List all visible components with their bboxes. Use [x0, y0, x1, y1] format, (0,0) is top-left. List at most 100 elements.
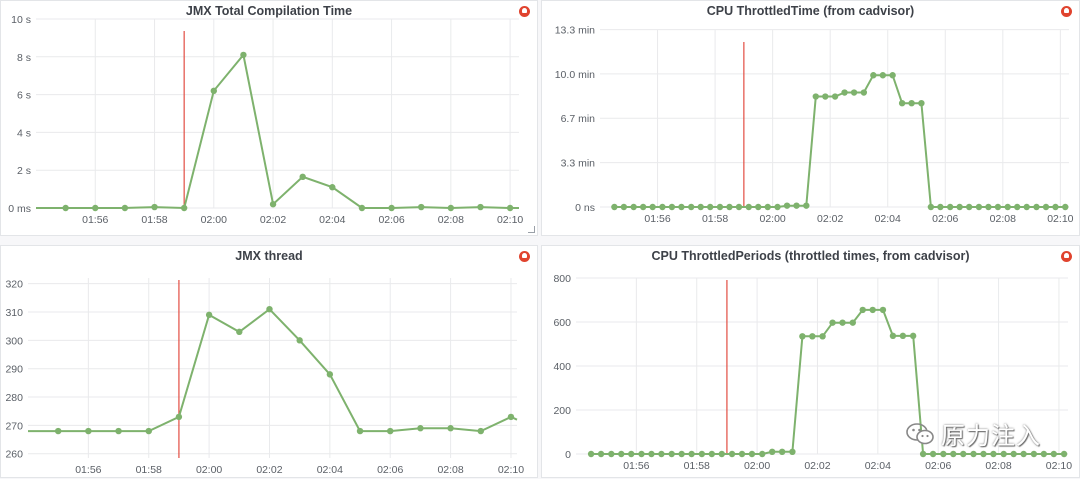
x-tick-label: 01:56	[623, 460, 649, 472]
data-point	[618, 450, 625, 458]
y-tick-label: 320	[5, 279, 23, 291]
y-tick-label: 400	[553, 361, 571, 373]
data-point	[889, 332, 897, 340]
data-point	[745, 203, 752, 211]
data-point	[630, 203, 637, 211]
x-tick-label: 02:08	[438, 214, 464, 226]
data-point	[417, 425, 424, 432]
x-tick-label: 02:08	[985, 460, 1011, 472]
data-point	[1060, 450, 1068, 458]
x-tick-label: 02:04	[319, 214, 345, 226]
data-point	[980, 450, 987, 458]
data-point	[946, 203, 954, 211]
alert-bell-icon[interactable]	[1061, 6, 1072, 17]
y-tick-label: 0 ns	[575, 202, 595, 214]
chart-cpu-throttled-periods: 0 200 400 600 800 01:56 01:58 02:00 02:02 02:04 02…	[553, 273, 1072, 472]
y-tick-label: 6 s	[17, 90, 31, 102]
x-tick-label: 02:04	[865, 460, 891, 472]
data-point	[869, 306, 876, 314]
data-point	[477, 203, 484, 211]
x-tick-label: 02:00	[759, 213, 785, 225]
x-tick-label: 02:06	[925, 460, 951, 472]
x-tick-label: 02:00	[201, 214, 227, 226]
x-tick-label: 02:02	[256, 464, 282, 476]
x-tick-label: 01:56	[644, 213, 670, 225]
data-point	[697, 203, 704, 211]
panel-jmx-compilation-time[interactable]: JMX Total Compilation Time 0 ms 2 s 4 s 6 s…	[0, 0, 538, 236]
data-point	[899, 332, 907, 340]
data-point	[115, 427, 122, 435]
x-tick-label: 02:08	[990, 213, 1016, 225]
data-point	[908, 99, 915, 107]
data-point	[608, 450, 615, 458]
data-point	[180, 204, 188, 212]
data-point	[388, 204, 395, 212]
series-line	[614, 74, 1066, 208]
data-point	[1004, 203, 1011, 211]
data-point	[668, 203, 676, 211]
data-point	[879, 306, 887, 314]
resize-handle[interactable]	[528, 226, 535, 233]
data-point	[1010, 450, 1017, 458]
data-point	[707, 203, 714, 211]
panel-cpu-throttled-time[interactable]: CPU ThrottledTime (from cadvisor) 0 ns 3.…	[541, 0, 1080, 236]
data-point	[803, 202, 810, 209]
data-point	[92, 204, 99, 212]
panel-title[interactable]: JMX Total Compilation Time	[185, 4, 353, 18]
chart-cpu-throttled-time: 0 ns 3.3 min 6.7 min 10.0 min 13.3 min 01:56 0…	[555, 25, 1074, 225]
data-point	[145, 427, 152, 435]
data-point	[1042, 203, 1050, 211]
data-point	[356, 427, 364, 435]
alert-bell-icon[interactable]	[519, 6, 530, 17]
data-point	[937, 203, 944, 211]
data-point	[1014, 203, 1021, 211]
data-point	[778, 448, 786, 455]
data-point	[639, 203, 647, 211]
data-point	[658, 450, 665, 458]
data-point	[859, 306, 866, 314]
data-point	[726, 203, 733, 211]
data-point	[735, 203, 743, 211]
x-tick-label: 02:04	[875, 213, 901, 225]
panel-title[interactable]: JMX thread	[235, 249, 303, 263]
data-point	[793, 202, 800, 209]
panel-title[interactable]: CPU ThrottledTime (from cadvisor)	[706, 4, 915, 18]
panel-title[interactable]: CPU ThrottledPeriods (throttled times, f…	[651, 249, 970, 263]
data-point	[812, 93, 819, 100]
data-point	[1052, 203, 1059, 211]
panel-cpu-throttled-periods[interactable]: CPU ThrottledPeriods (throttled times, f…	[541, 245, 1080, 478]
x-tick-label: 01:58	[684, 460, 710, 472]
alert-bell-icon[interactable]	[1061, 251, 1072, 262]
data-point	[774, 203, 781, 211]
data-point	[1023, 203, 1030, 211]
y-tick-label: 280	[5, 392, 23, 404]
panel-jmx-thread[interactable]: JMX thread 260 270 280 290 300 310 320 01:56 01:…	[0, 245, 538, 478]
chart-jmx-compilation-time: 0 ms 2 s 4 s 6 s 8 s 10 s 01:56 01:58 02:00 02:02…	[8, 14, 523, 226]
data-point	[210, 87, 217, 95]
data-point	[748, 450, 756, 458]
alert-bell-icon[interactable]	[519, 251, 530, 262]
data-point	[358, 204, 366, 212]
y-tick-label: 300	[5, 335, 23, 347]
x-tick-label: 02:06	[932, 213, 958, 225]
data-point	[269, 201, 277, 208]
data-point	[447, 204, 455, 212]
data-point	[175, 413, 183, 421]
x-tick-label: 02:02	[804, 460, 830, 472]
data-point	[718, 450, 725, 458]
data-point	[678, 203, 685, 211]
data-point	[990, 450, 997, 458]
x-tick-label: 02:10	[497, 214, 523, 226]
x-tick-label: 02:00	[744, 460, 770, 472]
data-point	[809, 333, 816, 340]
data-point	[909, 332, 917, 340]
x-tick-label: 02:10	[498, 464, 524, 476]
data-point	[387, 427, 394, 435]
y-tick-label: 13.3 min	[555, 25, 595, 37]
data-point	[296, 337, 303, 344]
data-point	[447, 425, 454, 432]
data-point	[975, 203, 983, 211]
y-tick-label: 800	[553, 273, 571, 285]
data-point	[898, 99, 906, 107]
data-point	[965, 203, 973, 211]
